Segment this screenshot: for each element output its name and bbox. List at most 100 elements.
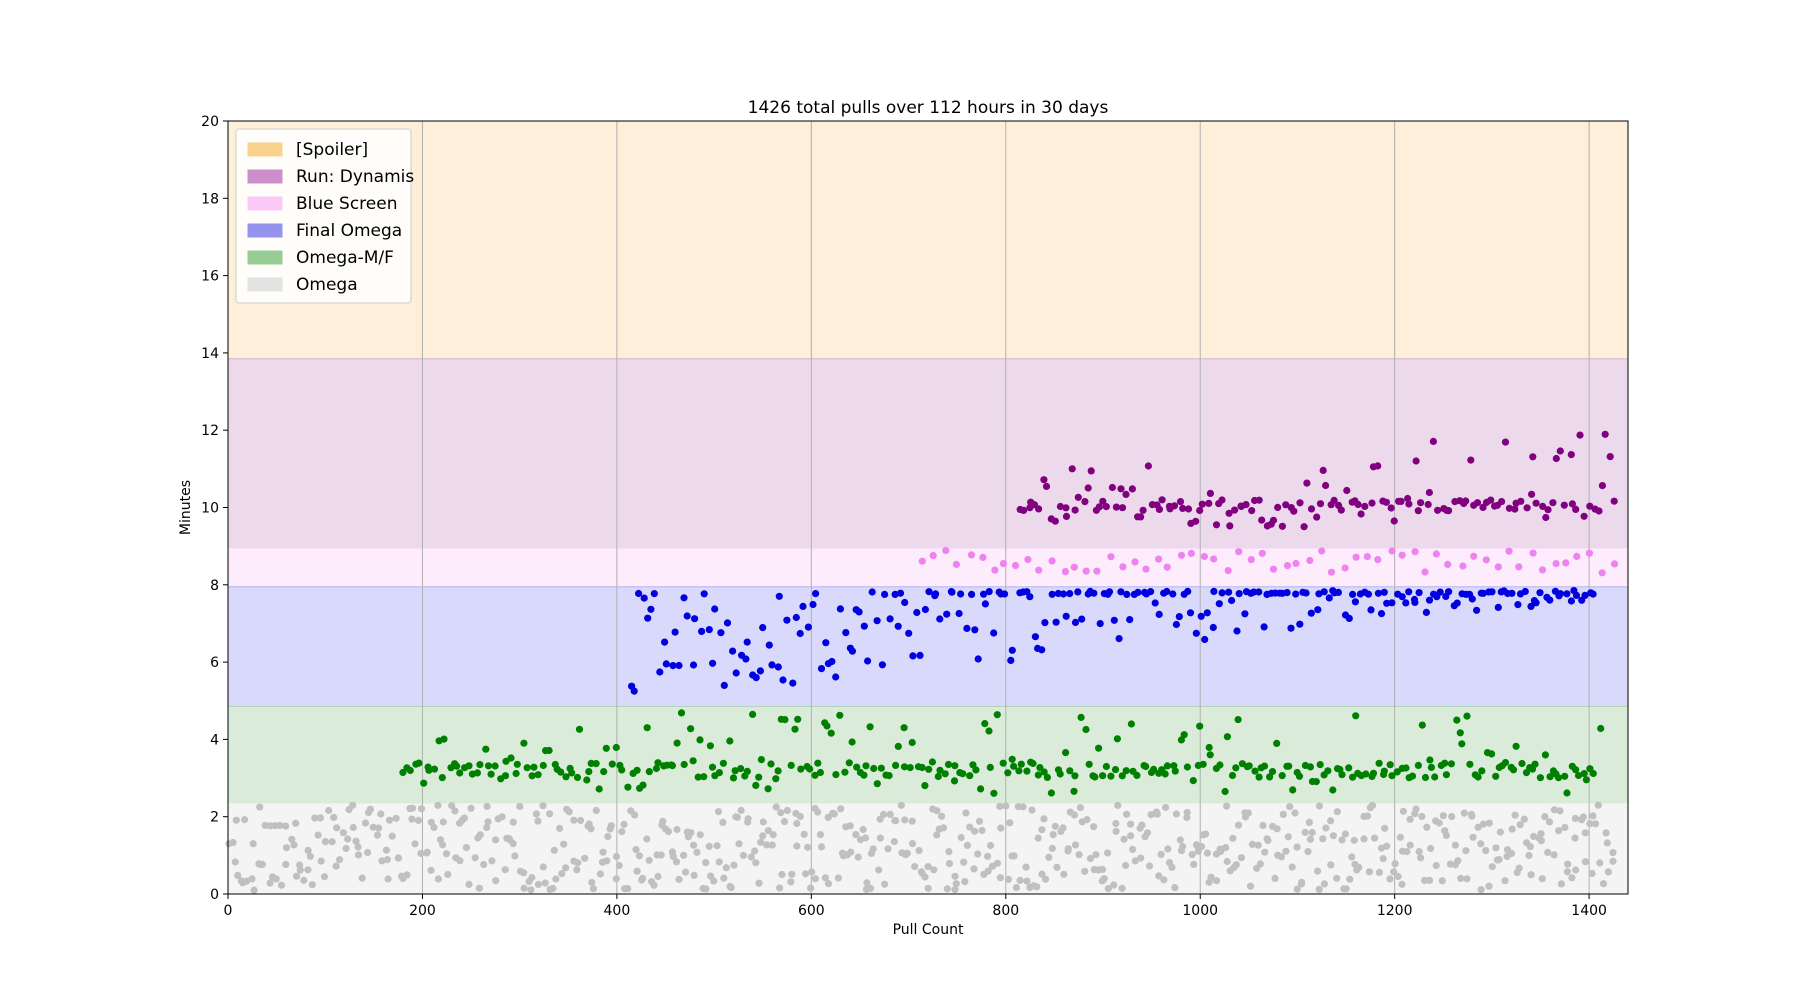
data-point-1 (877, 764, 885, 772)
data-point-0 (408, 815, 416, 823)
data-point-4 (1610, 497, 1618, 505)
data-point-0 (1386, 875, 1394, 883)
data-point-0 (1028, 806, 1036, 814)
data-point-1 (1466, 760, 1474, 768)
data-point-0 (480, 860, 488, 869)
data-point-2 (948, 588, 956, 596)
data-point-4 (1434, 506, 1442, 514)
data-point-0 (411, 840, 419, 848)
data-point-4 (1198, 500, 1206, 508)
data-point-0 (1507, 849, 1516, 858)
data-point-0 (638, 874, 647, 883)
data-point-3 (1388, 547, 1396, 555)
data-point-1 (832, 771, 840, 779)
data-point-2 (1066, 590, 1074, 598)
data-point-0 (1563, 868, 1572, 876)
data-point-4 (1405, 500, 1413, 508)
data-point-2 (971, 626, 979, 634)
data-point-2 (1147, 588, 1155, 596)
data-point-2 (817, 665, 826, 673)
data-point-0 (945, 860, 954, 868)
data-point-2 (723, 619, 732, 627)
data-point-0 (847, 848, 855, 856)
data-point-2 (925, 588, 933, 596)
data-point-4 (1552, 454, 1560, 463)
data-point-2 (789, 679, 797, 687)
data-point-0 (1197, 843, 1206, 851)
data-point-0 (354, 843, 362, 851)
data-point-1 (1369, 769, 1378, 777)
data-point-0 (511, 852, 519, 860)
data-point-4 (1196, 506, 1204, 515)
data-point-4 (1404, 494, 1412, 503)
data-point-0 (408, 804, 417, 812)
data-point-1 (999, 759, 1007, 767)
data-point-2 (1241, 610, 1249, 618)
data-point-1 (415, 759, 423, 767)
data-point-1 (534, 771, 542, 779)
data-point-0 (880, 810, 888, 819)
data-point-2 (1563, 590, 1571, 598)
data-point-2 (809, 600, 817, 609)
data-point-4 (1517, 497, 1525, 505)
data-point-1 (1338, 771, 1346, 779)
data-point-0 (730, 861, 738, 869)
data-point-1 (993, 711, 1001, 719)
data-point-2 (743, 638, 751, 646)
data-point-1 (921, 782, 929, 790)
data-point-1 (787, 761, 795, 770)
data-point-0 (293, 872, 301, 880)
data-point-1 (1427, 763, 1435, 772)
data-point-4 (1071, 506, 1079, 514)
data-point-2 (742, 655, 750, 663)
data-point-0 (467, 804, 475, 812)
data-point-1 (1554, 774, 1563, 782)
data-point-4 (1212, 521, 1221, 529)
data-point-4 (1144, 462, 1152, 470)
data-point-1 (900, 763, 909, 771)
data-point-0 (943, 885, 951, 893)
data-point-3 (1573, 552, 1581, 561)
data-point-2 (1186, 609, 1195, 617)
x-tick-label: 0 (224, 903, 233, 919)
data-point-2 (1197, 612, 1205, 620)
data-point-2 (1134, 588, 1142, 597)
data-point-2 (1172, 620, 1180, 629)
data-point-0 (772, 803, 780, 811)
data-point-3 (1306, 556, 1314, 565)
data-point-0 (751, 847, 759, 855)
data-point-0 (1508, 825, 1516, 833)
data-point-2 (669, 662, 677, 670)
data-point-2 (1048, 590, 1056, 598)
data-point-0 (308, 881, 316, 889)
data-point-0 (1179, 842, 1187, 851)
data-point-0 (963, 841, 972, 850)
data-point-2 (1026, 593, 1034, 601)
data-point-0 (588, 878, 596, 887)
data-point-0 (1495, 856, 1503, 864)
data-point-3 (1048, 557, 1056, 565)
data-point-0 (364, 848, 372, 857)
data-point-2 (913, 608, 921, 617)
data-point-1 (848, 738, 856, 746)
data-point-2 (1287, 624, 1295, 632)
data-point-0 (439, 841, 447, 849)
data-point-0 (1423, 823, 1431, 831)
legend-swatch-0 (247, 142, 283, 157)
data-point-3 (979, 553, 987, 562)
data-point-0 (1277, 853, 1285, 861)
data-point-0 (361, 819, 370, 827)
data-point-2 (644, 614, 652, 622)
data-point-0 (808, 868, 816, 876)
data-point-0 (744, 818, 752, 826)
data-point-0 (1090, 823, 1098, 831)
data-point-0 (960, 858, 968, 866)
data-point-0 (824, 880, 833, 888)
data-point-2 (1349, 590, 1357, 599)
legend-label-3: Final Omega (296, 221, 402, 241)
data-point-0 (1083, 816, 1091, 824)
data-point-1 (476, 761, 484, 769)
data-point-0 (1538, 875, 1546, 883)
data-point-0 (921, 873, 929, 881)
data-point-2 (886, 615, 894, 623)
